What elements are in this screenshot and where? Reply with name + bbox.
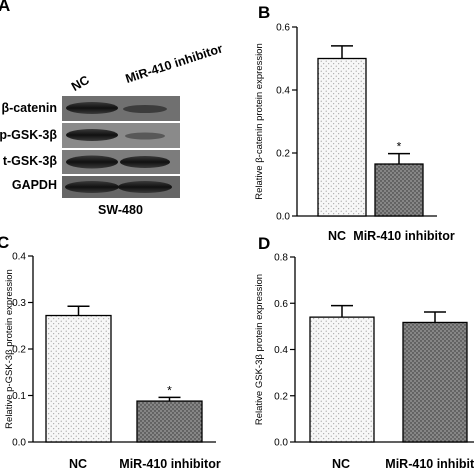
significance-star-c: * [167, 383, 172, 397]
significance-star-b: * [397, 140, 402, 154]
bar-d-inhibitor [402, 321, 468, 443]
panel-label-d: D [258, 234, 271, 253]
panel-label-b: B [258, 3, 271, 22]
y-axis-label-c: Relative p-GSK-3β protein expression [4, 269, 15, 429]
panel-label-a: A [0, 0, 11, 15]
y-axis-label-b: Relative β-catenin protein expression [254, 43, 265, 200]
category-label-b: MiR-410 inhibitor [353, 229, 455, 243]
y-tick-label-c: 0.2 [12, 345, 26, 356]
chart-b: 0.0 0.2 0.4 0.6 Relative β-catenin protein e… [254, 23, 455, 244]
y-tick-label-c: 0.0 [12, 438, 26, 449]
category-label-c: NC [69, 457, 87, 471]
bar-b-nc [317, 57, 367, 217]
blot-row-label-p-gsk3b: p-GSK-3β [0, 128, 57, 142]
chart-c: 0.0 0.1 0.2 0.3 0.4 Relative p-GSK-3β protein… [4, 252, 221, 472]
y-axis-label-d: Relative GSK-3β protein expression [254, 274, 265, 425]
y-tick-label-b: 0.0 [276, 212, 290, 223]
chart-d: 0.0 0.2 0.4 0.6 0.8 Relative GSK-3β protein e… [254, 253, 474, 471]
y-tick-label-c: 0.1 [12, 391, 26, 402]
y-tick-label-b: 0.4 [276, 86, 290, 97]
category-label-b: NC [328, 229, 346, 243]
panel-label-c: C [0, 233, 10, 252]
bar-b-inhibitor [374, 163, 424, 217]
category-label-c: MiR-410 inhibitor [119, 457, 221, 471]
y-tick-label-d: 0.0 [274, 438, 288, 449]
y-tick-label-d: 0.8 [274, 253, 288, 264]
blot-row-label-beta-catenin: β-catenin [1, 101, 57, 115]
blot-row-label-t-gsk3b: t-GSK-3β [2, 154, 57, 168]
y-tick-label-c: 0.4 [12, 252, 26, 263]
y-tick-label-d: 0.2 [274, 391, 288, 402]
y-tick-label-b: 0.2 [276, 149, 290, 160]
blot-row-label-gapdh: GAPDH [11, 178, 57, 192]
y-tick-label-b: 0.6 [276, 23, 290, 34]
bar-d-nc [309, 316, 375, 443]
bar-c-nc [45, 314, 112, 443]
category-label-d: MiR-410 inhibitor [385, 457, 474, 471]
y-tick-label-d: 0.6 [274, 299, 288, 310]
y-tick-label-c: 0.3 [12, 298, 26, 309]
category-label-d: NC [332, 457, 350, 471]
bar-c-inhibitor [136, 400, 203, 443]
blot-cell-line-label: SW-480 [98, 203, 143, 217]
y-tick-label-d: 0.4 [274, 345, 288, 356]
